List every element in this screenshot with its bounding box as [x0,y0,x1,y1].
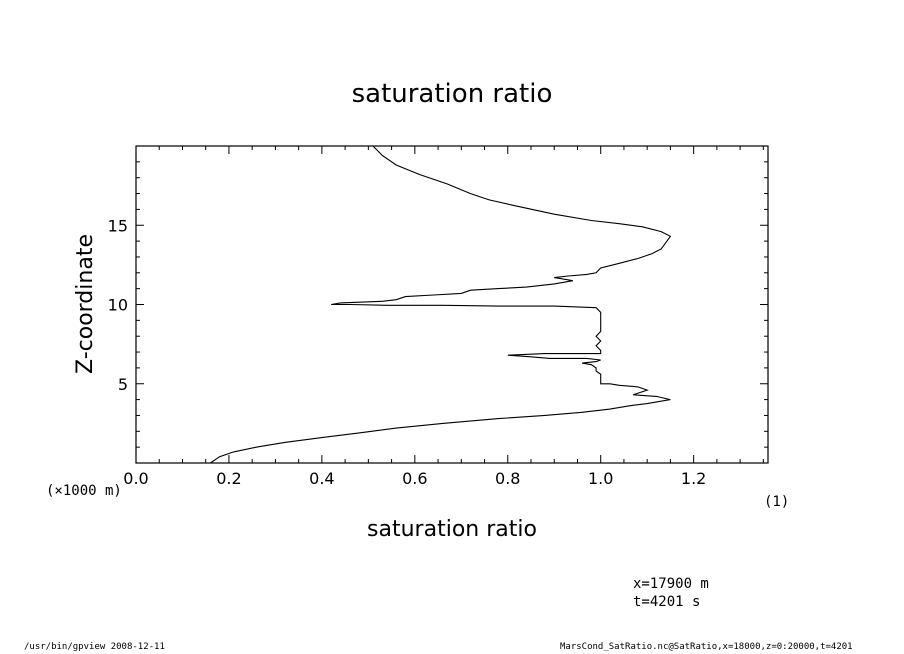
x-tick-label: 1.2 [681,469,706,488]
footer-right: MarsCond_SatRatio.nc@SatRatio,x=18000,z=… [560,642,853,652]
y-axis-label: Z-coordinate [73,234,98,374]
y-tick-label: 15 [108,216,128,235]
x-tick-label: 1.0 [588,469,613,488]
y-tick-label: 10 [108,296,128,315]
y-tick-label: 5 [118,375,128,394]
x-tick-label: 0.4 [309,469,334,488]
tick-labels: 0.0 0.2 0.4 0.6 0.8 1.0 1.2 5 10 15 [108,216,707,488]
x-tick-label: 0.0 [123,469,148,488]
x-tick-label: 0.8 [495,469,520,488]
plot-area: 0.0 0.2 0.4 0.6 0.8 1.0 1.2 5 10 15 [108,145,769,488]
footer-left: /usr/bin/gpview 2008-12-11 [24,642,165,652]
x-tick-label: 0.2 [216,469,241,488]
x-axis-label: saturation ratio [367,517,537,542]
plot-frame [135,145,769,464]
ticks [135,145,768,463]
y-unit-label: (×1000 m) [46,483,122,499]
chart-title: saturation ratio [352,79,553,109]
x-unit-label: (1) [764,494,790,510]
x-tick-label: 0.6 [402,469,427,488]
series-line [210,145,672,464]
time-annotation: t=4201 s [633,594,701,610]
position-annotation: x=17900 m [633,576,709,592]
